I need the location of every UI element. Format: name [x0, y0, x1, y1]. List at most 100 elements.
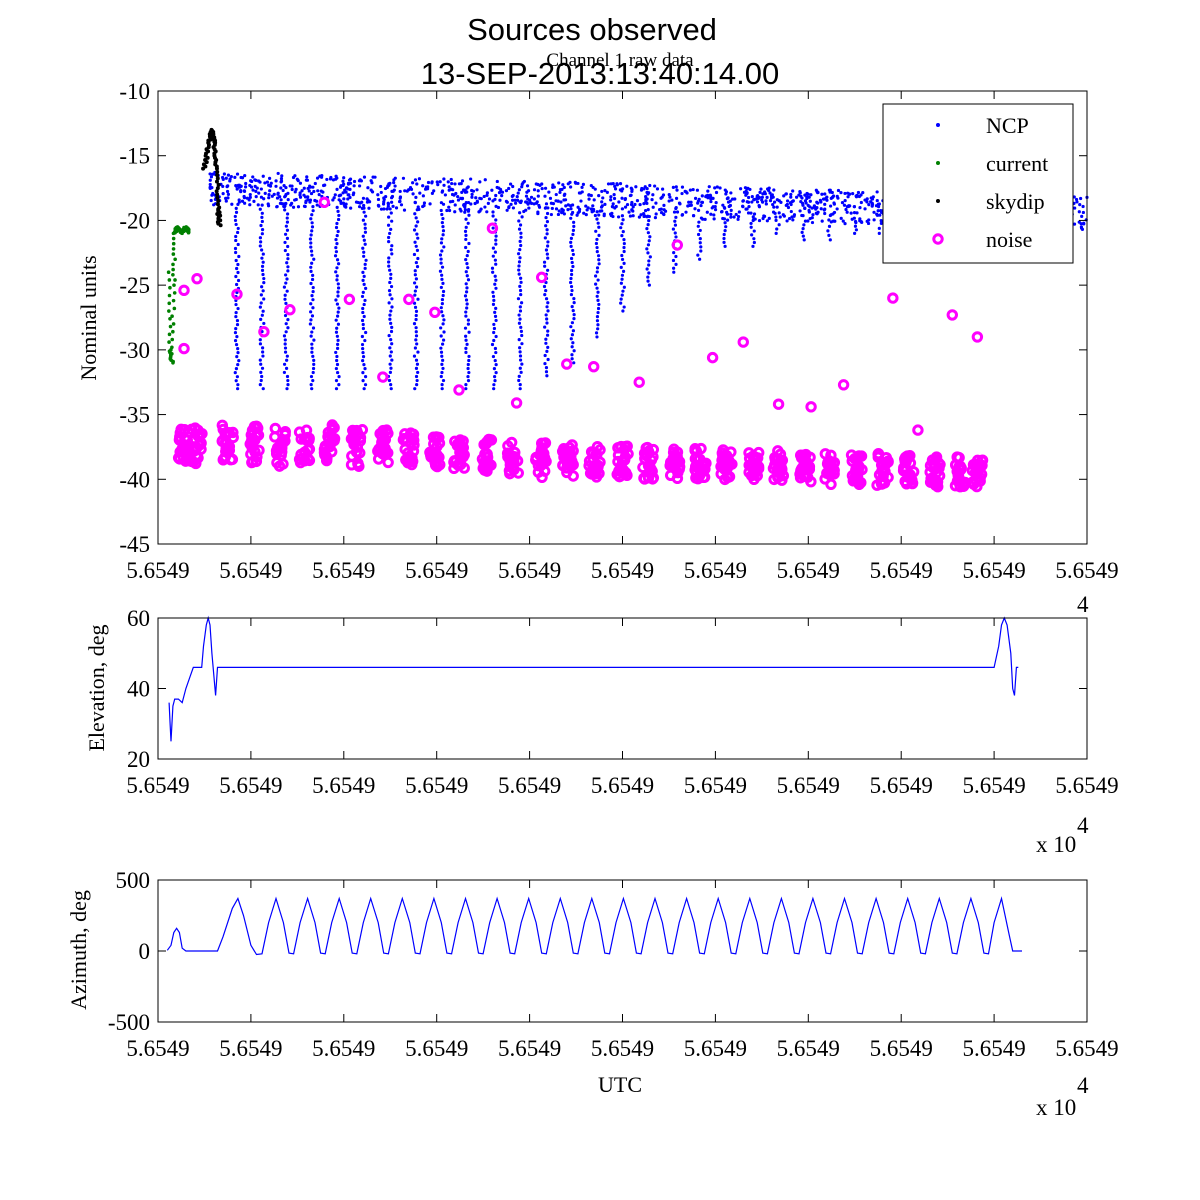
ncp-point: [795, 195, 799, 199]
ncp-point: [403, 189, 407, 193]
ncp-point: [280, 174, 284, 178]
ncp-point: [490, 266, 495, 270]
ncp-point: [691, 187, 695, 192]
ncp-point: [872, 210, 876, 214]
ncp-point: [352, 184, 356, 188]
ncp-point: [466, 249, 470, 254]
ncp-point: [544, 288, 548, 293]
ncp-point: [413, 289, 417, 293]
ncp-point: [595, 250, 599, 254]
ncp-point: [234, 258, 238, 263]
ncp-point: [832, 202, 836, 206]
ncp-point: [545, 321, 549, 325]
ncp-point: [464, 245, 468, 250]
ncp-point: [699, 249, 703, 253]
ncp-point: [361, 196, 366, 200]
ncp-point: [234, 183, 238, 188]
ncp-point: [381, 202, 386, 206]
ncp-point: [829, 220, 833, 224]
ncp-point: [342, 197, 346, 201]
ncp-point: [465, 190, 469, 194]
ncp-point: [414, 358, 419, 362]
ncp-point: [854, 228, 858, 232]
ncp-point: [526, 197, 530, 201]
ncp-point: [518, 317, 522, 321]
ncp-point: [569, 284, 574, 289]
ncp-point: [236, 262, 240, 267]
ncp-point: [243, 185, 248, 189]
noise-point: [481, 436, 493, 448]
ncp-point: [629, 193, 633, 197]
ncp-point: [630, 189, 634, 194]
ncp-point: [387, 301, 391, 305]
ncp-point: [325, 177, 329, 182]
ncp-point: [392, 180, 396, 185]
ncp-point: [851, 192, 855, 196]
ncp-point: [494, 334, 498, 339]
current-point: [170, 345, 174, 350]
noise-point: [879, 465, 891, 478]
ncp-point: [815, 212, 819, 216]
ncp-point: [703, 217, 707, 222]
ncp-point: [589, 183, 593, 188]
ncp-point: [619, 265, 623, 269]
elevation-exponent-base: x 10: [1036, 832, 1076, 857]
ncp-point: [646, 279, 650, 283]
ncp-point: [478, 196, 482, 200]
ncp-point: [234, 210, 239, 215]
azimuth-line: [166, 896, 1022, 956]
noise-point: [853, 450, 865, 462]
ncp-point: [389, 211, 393, 215]
skydip-point: [215, 195, 220, 200]
ncp-point: [581, 182, 586, 186]
ncp-point: [698, 257, 702, 261]
ncp-point: [459, 182, 463, 186]
ncp-point: [621, 230, 625, 234]
ncp-point: [440, 383, 444, 387]
ncp-point: [546, 309, 550, 313]
ncp-point: [572, 361, 576, 365]
ncp-point: [766, 187, 770, 191]
ncp-point: [376, 193, 380, 197]
elevation-line: [168, 615, 1019, 742]
ncp-point: [467, 330, 471, 334]
ncp-point: [366, 186, 370, 190]
ncp-point: [650, 198, 654, 202]
ncp-point: [335, 221, 339, 226]
ncp-point: [570, 212, 574, 216]
ncp-point: [594, 229, 598, 233]
noise-point: [952, 470, 965, 482]
ncp-point: [335, 334, 339, 338]
ncp-point: [414, 285, 419, 289]
ncp-point: [259, 317, 263, 321]
ncp-point: [336, 294, 340, 298]
current-point: [171, 241, 176, 246]
ncp-point: [262, 297, 266, 301]
ncp-point: [362, 206, 366, 210]
ncp-point: [440, 297, 445, 302]
ncp-point: [335, 354, 339, 359]
ncp-point: [633, 202, 637, 207]
ncp-point: [559, 200, 563, 204]
ncp-point: [311, 298, 315, 302]
ncp-point: [283, 350, 288, 354]
ncp-point: [413, 305, 418, 309]
ncp-point: [416, 297, 420, 301]
ncp-point: [494, 234, 498, 238]
ncp-point: [493, 310, 497, 314]
noise-point: [177, 451, 189, 463]
ncp-point: [557, 209, 561, 213]
ncp-point: [628, 214, 633, 218]
ncp-point: [441, 322, 445, 326]
elevation-ticks: 5.6549 5.6549 5.6549 5.6549 5.6549 5.6549 5.65…: [126, 606, 1118, 798]
ncp-point: [311, 185, 315, 189]
ncp-point: [309, 191, 314, 196]
noise-point: [615, 440, 627, 453]
ncp-point: [570, 357, 574, 361]
ncp-point: [516, 297, 521, 301]
ncp-point: [546, 256, 550, 260]
ncp-point: [463, 210, 467, 214]
ncp-point: [645, 247, 649, 251]
ncp-point: [258, 207, 262, 211]
ncp-point: [412, 252, 417, 257]
